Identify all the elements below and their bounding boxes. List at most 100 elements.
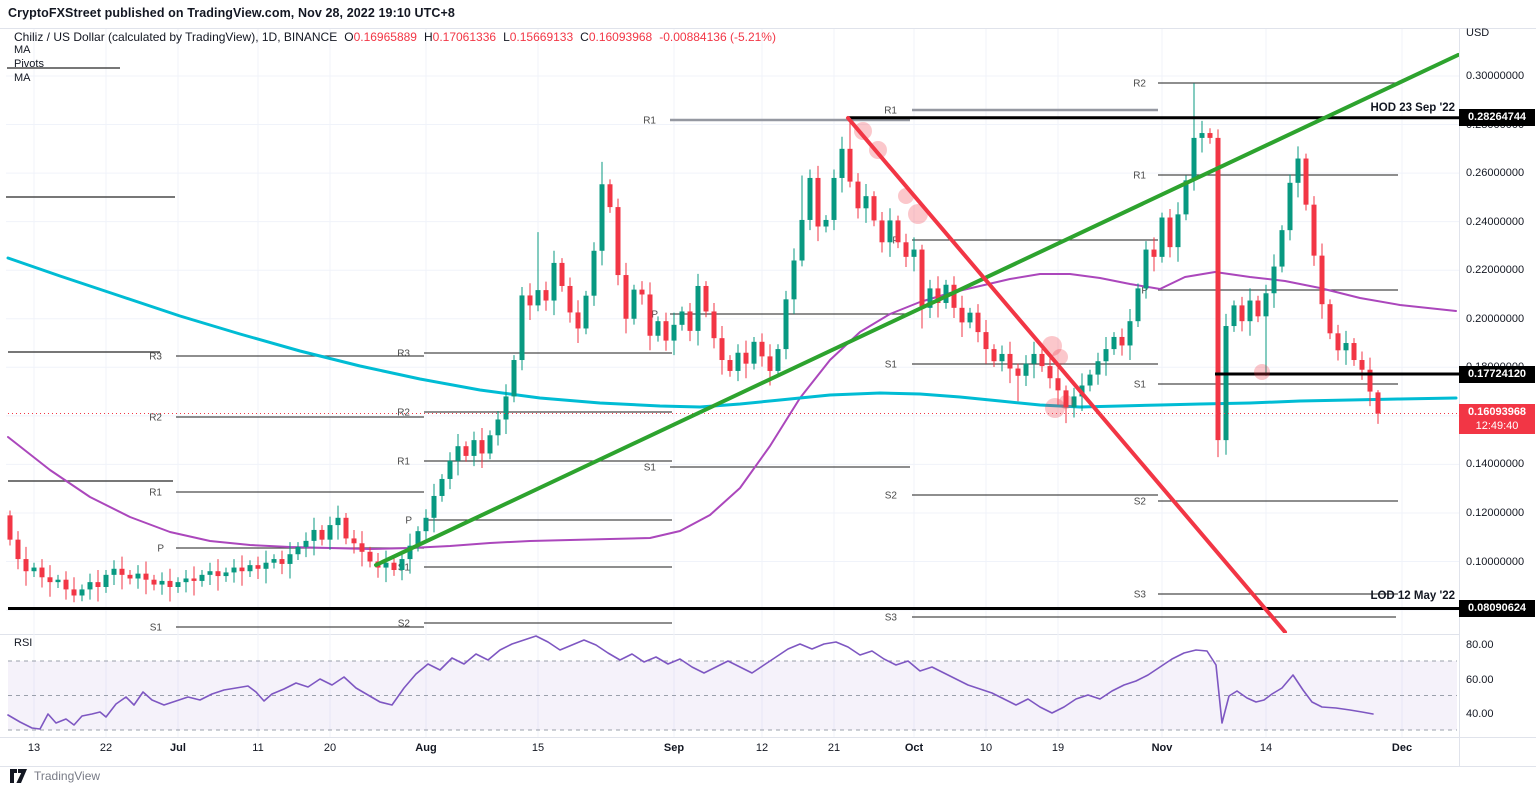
pivot-label-r1: R1: [884, 106, 897, 117]
candle-body: [79, 589, 85, 596]
time-axis-tick[interactable]: 22: [99, 742, 113, 754]
candle-body: [463, 446, 469, 456]
candle-body: [439, 478, 445, 496]
symbol-legend[interactable]: Chiliz / US Dollar (calculated by Tradin…: [14, 30, 776, 44]
candle-body: [679, 311, 685, 325]
ohlc-key: L: [503, 30, 510, 44]
time-axis-tick[interactable]: Dec: [1391, 742, 1413, 754]
ascending-trendline[interactable]: [374, 53, 1459, 567]
time-axis-tick[interactable]: 13: [27, 742, 41, 754]
candle-body: [559, 262, 565, 286]
time-axis-tick[interactable]: Aug: [415, 742, 437, 754]
time-axis-tick[interactable]: 21: [827, 742, 841, 754]
ohlc-value: 0.16093968: [588, 30, 653, 44]
descending-trendline[interactable]: [846, 116, 1287, 633]
candle-body: [495, 419, 501, 436]
candle-body: [751, 341, 757, 364]
time-axis-tick[interactable]: Nov: [1151, 742, 1173, 754]
candle-body: [1295, 158, 1301, 183]
candle-body: [583, 295, 589, 329]
candle-body: [1287, 182, 1293, 231]
price-axis-label[interactable]: 0.26000000: [1466, 167, 1525, 180]
price-axis-label[interactable]: 0.12000000: [1466, 506, 1525, 519]
indicator-label-pivots[interactable]: Pivots: [14, 58, 44, 70]
pivot-label-s1: S1: [644, 463, 657, 474]
time-axis-tick[interactable]: 12: [755, 742, 769, 754]
candle-body: [47, 577, 53, 583]
candle-body: [1231, 305, 1237, 327]
candle-body: [239, 567, 245, 572]
indicator-label-ma-2[interactable]: MA: [14, 72, 31, 84]
lod-annotation[interactable]: LOD 12 May '22: [1370, 590, 1455, 602]
hod-annotation[interactable]: HOD 23 Sep '22: [1370, 102, 1455, 114]
pivot-label-r2: R2: [149, 413, 162, 424]
price-axis-label[interactable]: 0.24000000: [1466, 215, 1525, 228]
time-axis-tick[interactable]: 11: [252, 742, 264, 754]
s1-price-badge: 0.17724120: [1459, 365, 1535, 383]
candle-body: [39, 567, 45, 578]
candle-body: [831, 177, 837, 220]
rsi-axis-label[interactable]: 40.00: [1466, 708, 1494, 720]
candle-body: [175, 582, 181, 587]
candle-body: [359, 543, 365, 552]
price-axis-label[interactable]: 0.10000000: [1466, 555, 1525, 568]
time-axis-tick[interactable]: Sep: [663, 742, 685, 754]
candle-body: [455, 446, 461, 461]
candle-body: [535, 290, 541, 306]
symbol-title: Chiliz / US Dollar (calculated by Tradin…: [14, 30, 338, 44]
time-axis-tick[interactable]: Jul: [170, 742, 186, 754]
price-pane[interactable]: R3R2R1PS1R3R2R1PS1S2R1PS1R1PS1S2S3R2R1PS…: [0, 67, 1458, 634]
candle-body: [631, 289, 637, 319]
candle-body: [959, 307, 965, 323]
candle-body: [927, 288, 933, 308]
candle-body: [215, 571, 221, 577]
candle-body: [871, 196, 877, 221]
candle-body: [839, 148, 845, 178]
candle-body: [847, 148, 853, 182]
time-axis-tick[interactable]: 19: [1051, 742, 1065, 754]
candle-body: [1071, 396, 1077, 408]
candle-body: [703, 285, 709, 312]
indicator-label-ma-1[interactable]: MA: [14, 44, 31, 56]
candle-body: [471, 440, 477, 456]
rsi-pane-label[interactable]: RSI: [14, 637, 33, 649]
pivot-label-s2: S2: [398, 619, 411, 630]
time-axis-tick[interactable]: 15: [531, 742, 545, 754]
candle-body: [727, 360, 733, 371]
candle-body: [807, 177, 813, 220]
candle-body: [1055, 378, 1061, 391]
candle-body: [1367, 369, 1373, 392]
candle-body: [823, 219, 829, 227]
pane-top-border: [0, 28, 1536, 29]
pane-divider[interactable]: [0, 634, 1459, 635]
ohlc-key: O: [344, 30, 354, 44]
price-axis-label[interactable]: 0.14000000: [1466, 458, 1525, 471]
candle-body: [167, 580, 173, 587]
candle-body: [311, 529, 317, 541]
time-axis-tick[interactable]: 10: [979, 742, 993, 754]
candle-body: [975, 312, 981, 333]
price-axis-label[interactable]: 0.30000000: [1466, 70, 1525, 82]
candle-body: [111, 568, 117, 575]
time-axis-tick[interactable]: Oct: [904, 742, 924, 754]
rsi-axis-label[interactable]: 80.00: [1466, 639, 1494, 651]
ohlc-value: 0.15669133: [509, 30, 574, 44]
candle-body: [87, 582, 93, 590]
candle-body: [1023, 363, 1029, 376]
rsi-pane[interactable]: [7, 635, 1457, 731]
pivot-label-s1: S1: [1134, 380, 1147, 391]
candle-body: [407, 545, 413, 560]
time-axis-tick[interactable]: 14: [1259, 742, 1273, 754]
candle-body: [1319, 255, 1325, 305]
time-axis-tick[interactable]: 20: [323, 742, 337, 754]
candle-body: [1151, 249, 1157, 257]
price-axis-label[interactable]: 0.22000000: [1466, 264, 1525, 277]
candle-body: [367, 551, 373, 562]
tradingview-watermark[interactable]: TradingView: [10, 769, 100, 783]
candle-body: [271, 559, 277, 563]
candle-body: [711, 311, 717, 339]
candle-body: [735, 352, 741, 371]
price-axis-label[interactable]: 0.20000000: [1466, 312, 1525, 325]
rsi-axis-label[interactable]: 60.00: [1466, 674, 1494, 686]
